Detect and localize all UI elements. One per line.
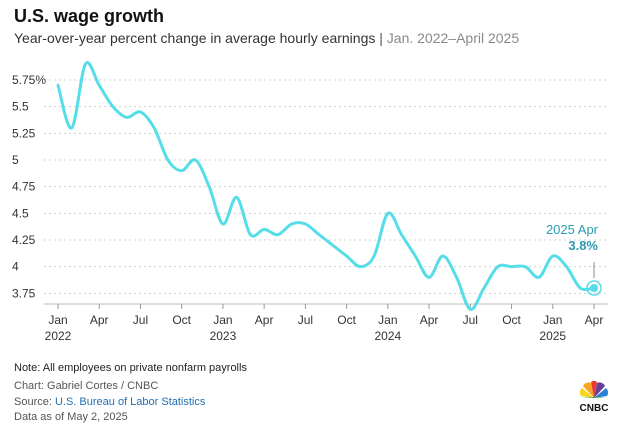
x-tick-label: Oct xyxy=(502,313,521,327)
x-tick-label: Apr xyxy=(420,313,439,327)
cnbc-peacock-logo: CNBC xyxy=(580,381,609,414)
y-tick-label: 4 xyxy=(12,260,19,274)
logo-text: CNBC xyxy=(580,403,609,414)
y-tick-label: 4.25 xyxy=(12,233,36,247)
wage-growth-series-line xyxy=(56,61,596,311)
line-chart: 5.75% 5.5 5.25 5 4.75 4.5 4.25 4 3.75 Jan 2022 Apr J… xyxy=(12,61,608,343)
chart-subtitle: Year-over-year percent change in average… xyxy=(14,30,519,46)
footnote: Note: All employees on private nonfarm p… xyxy=(14,362,247,374)
source-prefix: Source: xyxy=(14,396,55,408)
annotation-value-label: 3.8% xyxy=(568,238,598,253)
x-tick-label: Jan xyxy=(48,313,67,327)
x-tick-label: Apr xyxy=(90,313,109,327)
source-link[interactable]: U.S. Bureau of Labor Statistics xyxy=(54,396,206,408)
x-tick-label: Jan xyxy=(378,313,397,327)
subtitle-separator: | xyxy=(379,30,383,46)
x-tick-label: Apr xyxy=(585,313,604,327)
x-tick-year-label: 2025 xyxy=(539,329,566,343)
subtitle-text: Year-over-year percent change in average… xyxy=(14,30,376,46)
y-tick-label: 4.5 xyxy=(12,206,29,220)
x-tick-label: Jul xyxy=(298,313,313,327)
x-tick-label: Jul xyxy=(133,313,148,327)
y-tick-label: 5.25 xyxy=(12,126,36,140)
x-tick-label: Jul xyxy=(463,313,478,327)
x-tick-year-label: 2022 xyxy=(45,329,72,343)
chart-credit: Chart: Gabriel Cortes / CNBC xyxy=(14,380,159,392)
y-tick-label: 4.75 xyxy=(12,180,36,194)
x-tick-label: Jan xyxy=(213,313,232,327)
x-tick-label: Jan xyxy=(543,313,562,327)
annotation-marker-dot xyxy=(590,284,598,292)
chart-title: U.S. wage growth xyxy=(14,6,165,26)
x-tick-label: Oct xyxy=(337,313,356,327)
source-line: Source: U.S. Bureau of Labor Statistics xyxy=(14,396,205,408)
x-tick-year-label: 2023 xyxy=(210,329,237,343)
x-tick-label: Apr xyxy=(255,313,274,327)
y-tick-label: 5.75% xyxy=(12,73,46,87)
subtitle-date-range: Jan. 2022–April 2025 xyxy=(386,30,520,46)
y-tick-label: 3.75 xyxy=(12,286,36,300)
y-tick-label: 5 xyxy=(12,153,19,167)
x-tick-label: Oct xyxy=(172,313,191,327)
y-tick-label: 5.5 xyxy=(12,100,29,114)
x-tick-year-label: 2024 xyxy=(374,329,401,343)
data-as-of: Data as of May 2, 2025 xyxy=(14,411,128,423)
annotation-date-label: 2025 Apr xyxy=(546,222,599,237)
annotation-marker-ring xyxy=(586,280,602,296)
